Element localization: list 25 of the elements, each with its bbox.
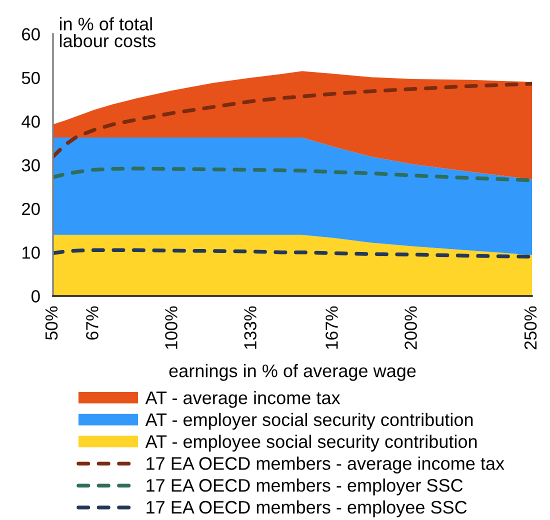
x-tick-label: 100% [165, 306, 178, 349]
x-tick-label: 200% [404, 306, 417, 350]
line-series [53, 166, 532, 182]
legend-label: AT - employer social security contribution [145, 412, 473, 430]
legend-label: AT - employee social security contribution [145, 434, 477, 452]
y-tick-label: 0 [32, 290, 40, 302]
y-tick-label: 30 [22, 159, 40, 172]
legend-label: 17 EA OECD members - employer SSC [146, 478, 463, 496]
legend-label: 17 EA OECD members - employee SSC [146, 500, 467, 518]
x-tick-label: 250% [524, 306, 537, 350]
y-tick-label: 40 [22, 116, 40, 128]
legend-label: AT - average income tax [145, 390, 340, 408]
y-tick-label: 50 [22, 72, 40, 84]
x-tick-label: 167% [326, 306, 338, 349]
line-series [53, 248, 532, 259]
x-tick-label: 133% [244, 306, 256, 349]
x-tick-label: 50% [45, 306, 58, 340]
y-tick-label: 20 [22, 202, 40, 216]
x-tick-label: 67% [86, 306, 98, 340]
y-tick-label: 10 [22, 246, 40, 259]
y-tick-label: 60 [22, 28, 40, 40]
line-series [53, 82, 532, 159]
legend-label: 17 EA OECD members - average income tax [146, 456, 504, 474]
x-axis-title: earnings in % of average wage [169, 364, 416, 381]
y-axis-title: in % of total labour costs [60, 17, 156, 48]
